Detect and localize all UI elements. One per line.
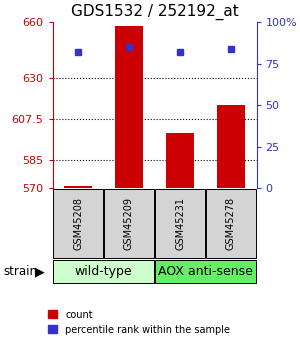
Text: GSM45231: GSM45231 (175, 197, 185, 250)
FancyBboxPatch shape (155, 260, 256, 283)
Bar (115, 26, 143, 188)
FancyBboxPatch shape (53, 189, 103, 258)
Text: ▶: ▶ (34, 265, 44, 278)
FancyBboxPatch shape (206, 189, 256, 258)
Bar (217, 105, 245, 188)
Text: strain: strain (3, 265, 37, 278)
Text: GSM45208: GSM45208 (73, 197, 83, 250)
Text: GSM45278: GSM45278 (226, 197, 236, 250)
FancyBboxPatch shape (53, 260, 154, 283)
Title: GDS1532 / 252192_at: GDS1532 / 252192_at (70, 3, 239, 20)
Text: wild-type: wild-type (75, 265, 132, 278)
FancyBboxPatch shape (104, 189, 154, 258)
Legend: count, percentile rank within the sample: count, percentile rank within the sample (44, 306, 234, 338)
Bar (64, 186, 92, 188)
Text: AOX anti-sense: AOX anti-sense (158, 265, 253, 278)
FancyBboxPatch shape (155, 189, 205, 258)
Text: GSM45209: GSM45209 (124, 197, 134, 250)
Bar (166, 133, 194, 188)
